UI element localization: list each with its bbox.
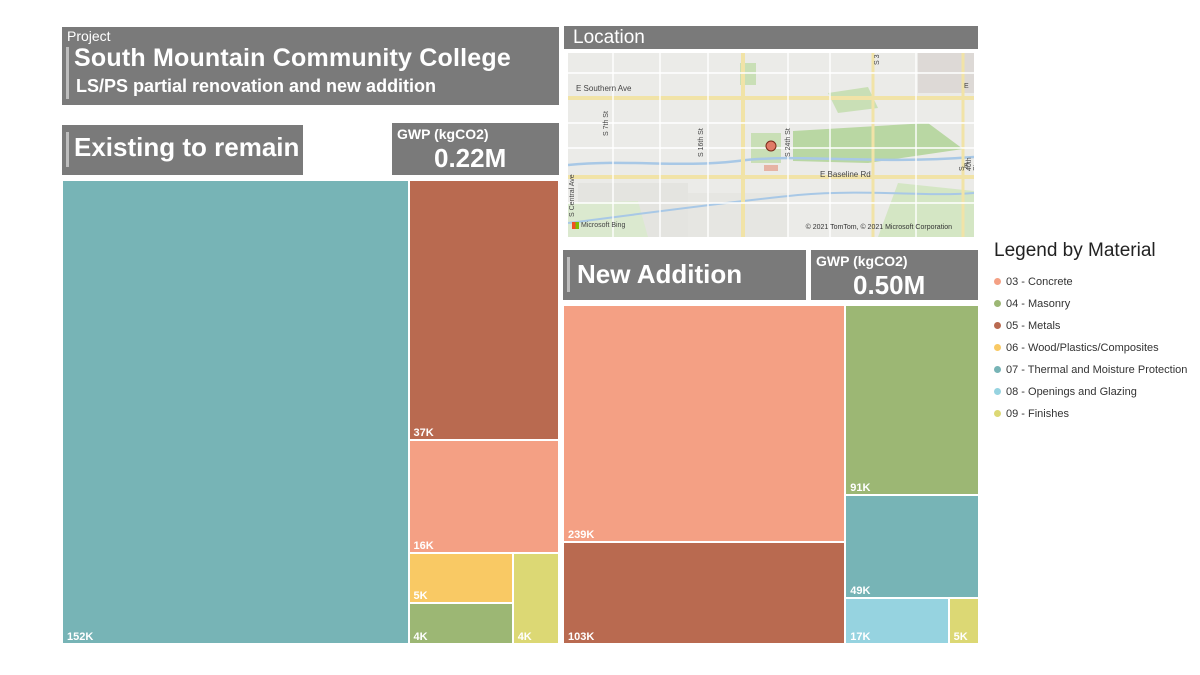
treemap-tile-09[interactable]: 4K — [512, 552, 559, 644]
legend-dot-icon — [994, 344, 1001, 351]
legend-item-label: 06 - Wood/Plastics/Composites — [1006, 342, 1159, 354]
gwp-existing-label: GWP (kgCO2) — [397, 126, 489, 142]
legend-dot-icon — [994, 366, 1001, 373]
tile-value-label: 5K — [413, 590, 428, 603]
tile-value-label: 37K — [413, 427, 434, 440]
treemap-tile-08[interactable]: 17K — [845, 597, 949, 644]
legend-item-label: 04 - Masonry — [1006, 298, 1071, 310]
legend-dot-icon — [994, 278, 1001, 285]
project-header: Project South Mountain Community College… — [62, 27, 559, 105]
legend-dot-icon — [994, 388, 1001, 395]
treemap-tile-05[interactable]: 103K — [563, 541, 846, 644]
treemap-tile-06[interactable]: 5K — [408, 552, 513, 604]
legend-item-label: 08 - Openings and Glazing — [1006, 386, 1137, 398]
legend: Legend by Material 03 - Concrete 04 - Mas… — [994, 240, 1194, 429]
location-header: Location — [564, 26, 978, 49]
tile-value-label: 5K — [953, 630, 968, 643]
legend-item-08[interactable]: 08 - Openings and Glazing — [994, 385, 1194, 399]
gwp-existing-value: 0.22M — [434, 143, 507, 173]
map-label-e-1: E — [964, 83, 969, 90]
project-subtitle: LS/PS partial renovation and new additio… — [76, 76, 437, 96]
legend-item-09[interactable]: 09 - Finishes — [994, 407, 1194, 421]
treemap-tile-05[interactable]: 37K — [408, 180, 559, 441]
treemap-addition: 239K 103K 91K 49K 17K 5K — [563, 305, 979, 644]
map-label-central: S Central Ave — [569, 174, 576, 217]
map-label-7th: S 7th St — [603, 111, 610, 136]
tile-value-label: 4K — [517, 630, 532, 643]
legend-item-04[interactable]: 04 - Masonry — [994, 297, 1194, 311]
gwp-addition-label: GWP (kgCO2) — [816, 253, 908, 269]
treemap-tile-04[interactable]: 91K — [845, 305, 979, 496]
map-label-southern: E Southern Ave — [576, 84, 632, 93]
legend-item-05[interactable]: 05 - Metals — [994, 319, 1194, 333]
gwp-addition-value: 0.50M — [853, 270, 926, 300]
addition-title: New Addition — [577, 259, 743, 289]
gwp-existing-card: GWP (kgCO2) 0.22M — [392, 123, 559, 175]
accent-bar — [567, 257, 570, 292]
location-title: Location — [573, 27, 645, 48]
tile-value-label: 103K — [568, 630, 595, 643]
treemap-tile-09[interactable]: 5K — [948, 597, 979, 644]
treemap-tile-03[interactable]: 239K — [563, 305, 846, 542]
map-label-e-2: E — [964, 163, 969, 170]
project-label: Project — [67, 28, 111, 44]
tile-value-label: 17K — [850, 630, 871, 643]
legend-item-label: 05 - Metals — [1006, 320, 1061, 332]
legend-dot-icon — [994, 410, 1001, 417]
addition-header: New Addition — [563, 250, 806, 300]
tile-value-label: 16K — [413, 539, 434, 552]
tile-value-label: 152K — [67, 631, 94, 643]
treemap-tile-04[interactable]: 4K — [408, 603, 513, 644]
legend-dot-icon — [994, 322, 1001, 329]
legend-item-label: 03 - Concrete — [1006, 276, 1073, 288]
location-map[interactable]: E Southern Ave E Baseline Rd S 7th St S … — [568, 53, 974, 237]
tile-value-label: 4K — [413, 630, 428, 643]
microsoft-logo-icon — [572, 222, 579, 229]
map-label-s3: S 3 — [874, 54, 881, 65]
legend-item-06[interactable]: 06 - Wood/Plastics/Composites — [994, 341, 1194, 355]
treemap-existing: 152K 37K 16K 5K 4K 4K — [62, 180, 559, 644]
map-attribution: © 2021 TomTom, © 2021 Microsoft Corporat… — [805, 224, 952, 231]
treemap-tile-03[interactable]: 16K — [408, 440, 559, 553]
existing-title: Existing to remain — [74, 132, 300, 162]
map-label-24th: S 24th St — [785, 128, 792, 157]
legend-item-07[interactable]: 07 - Thermal and Moisture Protection — [994, 363, 1194, 377]
legend-item-label: 07 - Thermal and Moisture Protection — [1006, 364, 1188, 376]
accent-bar — [66, 132, 69, 167]
map-label-16th: S 16th St — [698, 128, 705, 157]
treemap-tile-07[interactable]: 49K — [845, 495, 979, 598]
legend-items: 03 - Concrete 04 - Masonry 05 - Metals 06 -… — [994, 275, 1194, 421]
treemap-tile-07[interactable]: 152K — [62, 180, 409, 644]
accent-bar — [66, 47, 69, 99]
legend-item-03[interactable]: 03 - Concrete — [994, 275, 1194, 289]
map-label-baseline: E Baseline Rd — [820, 170, 871, 179]
existing-header: Existing to remain — [62, 125, 303, 175]
legend-title: Legend by Material — [994, 240, 1156, 261]
tile-value-label: 91K — [850, 482, 871, 495]
bing-logo: Microsoft Bing — [572, 222, 625, 229]
bing-provider-label: Microsoft Bing — [581, 222, 626, 229]
tile-value-label: 49K — [850, 584, 871, 597]
project-title: South Mountain Community College — [74, 44, 511, 72]
tile-value-label: 239K — [568, 528, 595, 541]
gwp-addition-card: GWP (kgCO2) 0.50M — [811, 250, 978, 300]
legend-item-label: 09 - Finishes — [1006, 408, 1069, 420]
legend-dot-icon — [994, 300, 1001, 307]
